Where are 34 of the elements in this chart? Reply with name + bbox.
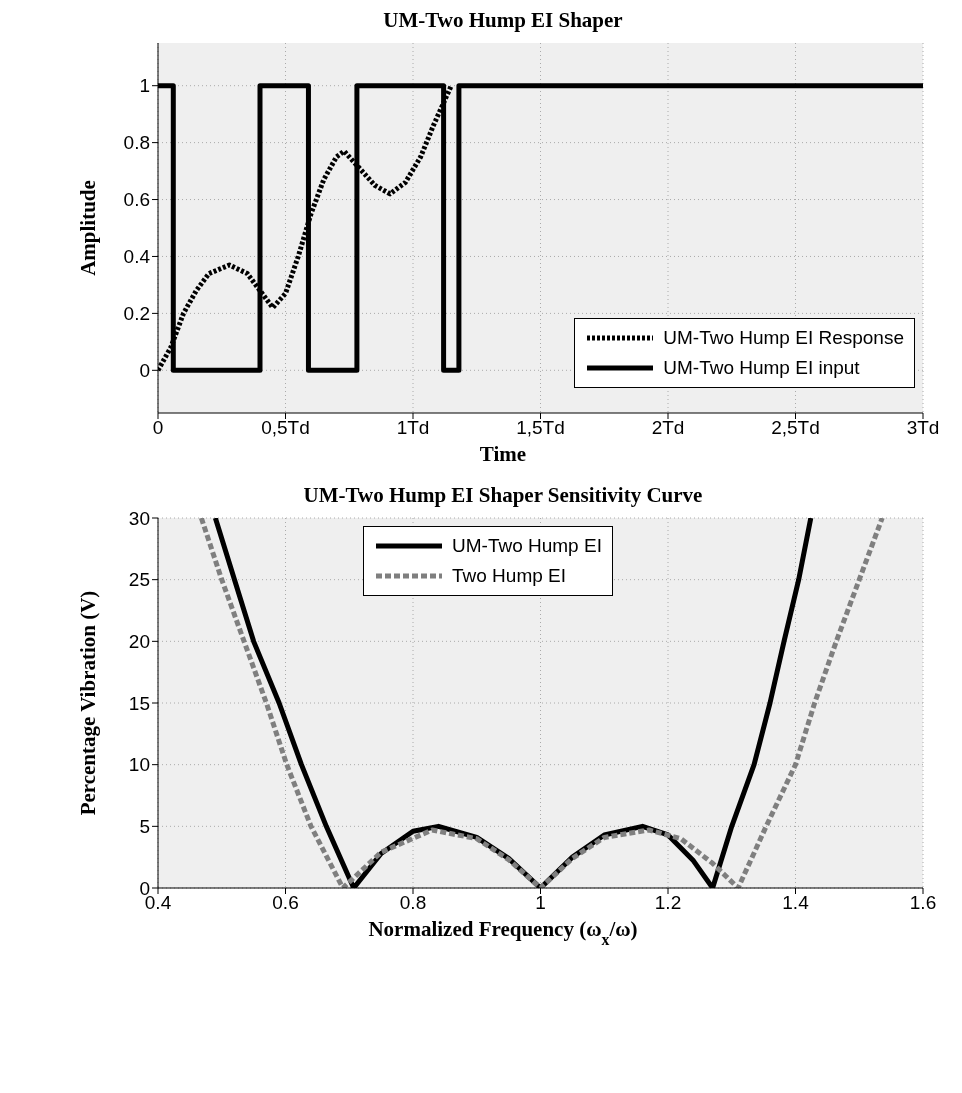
y-tick-label: 0.6 bbox=[123, 189, 150, 211]
x-tick-label: 0,5Td bbox=[261, 417, 310, 439]
y-tick-label: 15 bbox=[128, 692, 150, 714]
legend-label: UM-Two Hump EI bbox=[452, 534, 602, 558]
x-tick-label: 1Td bbox=[396, 417, 430, 439]
x-tick-label: 3Td bbox=[906, 417, 940, 439]
y-tick-label: 5 bbox=[139, 816, 150, 838]
x-axis-title: Normalized Frequency (ω$_{x}$/ω) bbox=[368, 917, 638, 948]
x-tick-label: 0.6 bbox=[272, 892, 299, 914]
chart-title: UM-Two Hump EI Shaper Sensitivity Curve bbox=[302, 483, 704, 508]
x-tick-label: 1.2 bbox=[654, 892, 682, 914]
y-tick-label: 0.2 bbox=[123, 303, 150, 325]
x-tick-label: 1,5Td bbox=[516, 417, 565, 439]
legend-label: UM-Two Hump EI input bbox=[663, 356, 860, 380]
legend-label: Two Hump EI bbox=[452, 564, 567, 588]
y-tick-label: 0.4 bbox=[123, 246, 151, 268]
x-tick-label: 2,5Td bbox=[771, 417, 820, 439]
y-tick-label: 30 bbox=[128, 507, 150, 529]
legend-label: UM-Two Hump EI Response bbox=[663, 326, 904, 350]
x-tick-label: 1.6 bbox=[909, 892, 937, 914]
x-tick-label: 1 bbox=[535, 892, 546, 914]
y-tick-label: 25 bbox=[128, 569, 150, 591]
y-tick-label: 0.8 bbox=[123, 132, 150, 154]
y-tick-label: 1 bbox=[139, 75, 150, 97]
y-tick-label: 10 bbox=[128, 754, 150, 776]
x-tick-label: 2Td bbox=[651, 417, 685, 439]
y-tick-label: 20 bbox=[128, 631, 150, 653]
chart-title: UM-Two Hump EI Shaper bbox=[382, 8, 624, 33]
y-axis-title: Percentage Vibration (V) bbox=[76, 590, 100, 816]
x-tick-label: 0.8 bbox=[399, 892, 427, 914]
y-axis-title: Amplitude bbox=[76, 180, 100, 276]
y-tick-label: 0 bbox=[139, 360, 150, 382]
x-tick-label: 1.4 bbox=[782, 892, 810, 914]
x-axis-title: Time bbox=[479, 442, 527, 466]
